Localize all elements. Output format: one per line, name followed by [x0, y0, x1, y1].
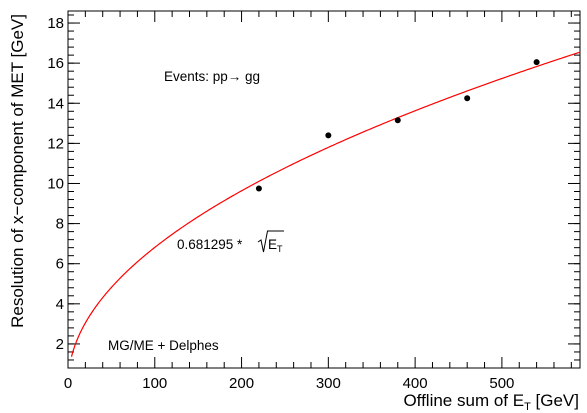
fit-curve-layer [70, 51, 581, 357]
y-axis-title: Resolution of x−component of MET [GeV] [8, 14, 27, 328]
generator-label: MG/ME + Delphes [108, 338, 219, 353]
y-tick-label: 18 [47, 15, 64, 32]
x-axis-title-suffix: [GeV] [531, 391, 579, 410]
x-tick-label: 400 [403, 375, 428, 392]
y-tick-label: 4 [56, 296, 64, 313]
data-point [255, 185, 262, 192]
y-axis-ticks: 2 4 6 8 10 12 14 16 18 [47, 14, 580, 369]
data-point [464, 95, 471, 102]
fit-formula: 0.681295 * ET [177, 230, 284, 254]
y-tick-label: 10 [47, 175, 64, 192]
x-axis-title-sub: T [524, 401, 531, 413]
x-tick-label: 200 [229, 375, 254, 392]
fit-coefficient: 0.681295 * [177, 237, 243, 252]
fit-curve [70, 51, 581, 357]
data-points [255, 59, 540, 192]
data-point [533, 59, 540, 66]
x-tick-label: 100 [142, 375, 167, 392]
y-tick-label: 2 [56, 336, 64, 353]
x-axis-title-main: Offline sum of E [403, 391, 524, 410]
x-tick-label: 0 [64, 375, 72, 392]
x-tick-label: 300 [316, 375, 341, 392]
x-axis-title: Offline sum of ET [GeV] [403, 391, 579, 413]
y-tick-label: 14 [47, 95, 64, 112]
fit-variable-sub: T [277, 244, 283, 254]
data-point [394, 117, 401, 124]
y-tick-label: 12 [47, 135, 64, 152]
data-point [325, 132, 332, 139]
y-tick-label: 6 [56, 256, 64, 273]
x-tick-label: 500 [489, 375, 514, 392]
y-tick-label: 16 [47, 55, 64, 72]
plot-frame [67, 10, 581, 369]
y-tick-label: 8 [56, 216, 64, 233]
x-axis-ticks: 0 100 200 300 400 500 [64, 11, 572, 392]
fit-variable: ET [268, 237, 283, 254]
events-label: Events: pp→ gg [164, 69, 260, 84]
sqrt-radical-icon [257, 230, 284, 253]
fit-variable-main: E [268, 237, 277, 252]
